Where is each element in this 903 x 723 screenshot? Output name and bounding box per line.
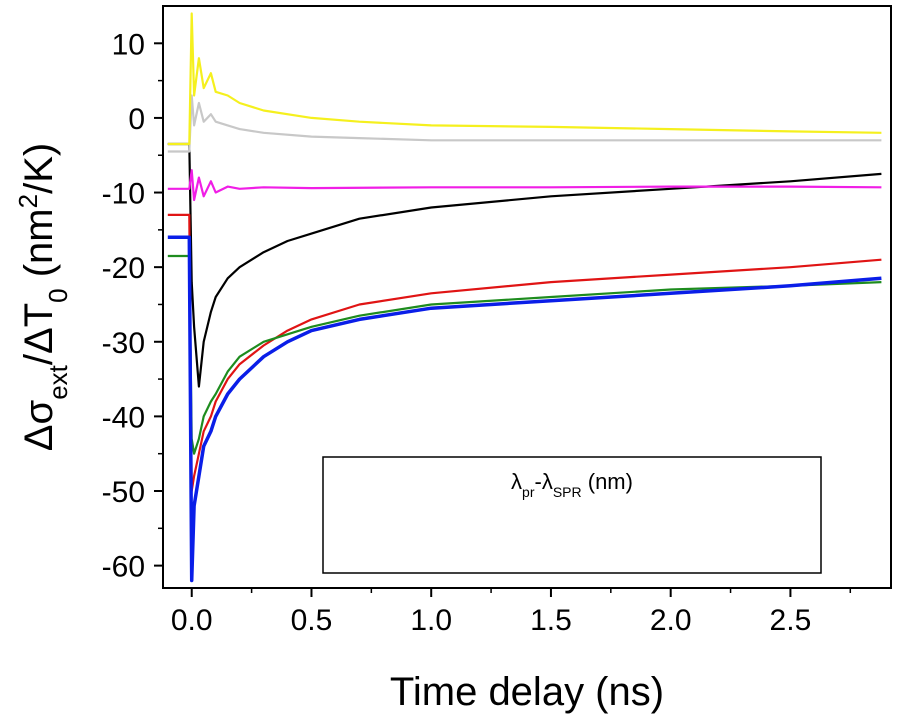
axis-ticks: 0.0 0.5 1.0 1.5 2.0 2.5 10 0 -10 -20 -30 -40 -50 -60 xyxy=(102,28,852,637)
series-line-40 xyxy=(167,12,882,146)
y-axis-title: Δσext/ΔT0 (nm2/K) xyxy=(13,143,73,451)
y-axis-title-mid: /ΔT xyxy=(17,303,61,365)
series-line-20 xyxy=(167,169,882,202)
y-tick-label: -50 xyxy=(102,476,145,509)
y-axis-title-unit-pre: (nm xyxy=(17,208,61,288)
y-tick-label: -10 xyxy=(102,178,145,211)
x-tick-label: 1.0 xyxy=(410,604,452,637)
y-axis-title-unit-post: /K) xyxy=(17,143,61,194)
y-tick-label: -40 xyxy=(102,401,145,434)
legend-title: λpr-λSPR (nm) xyxy=(511,469,633,500)
y-axis-title-sub1: ext xyxy=(43,364,73,399)
x-tick-label: 1.5 xyxy=(530,604,572,637)
series-line-30 xyxy=(167,94,882,153)
legend-title-sub2: SPR xyxy=(553,484,582,500)
y-tick-label: 10 xyxy=(112,28,145,61)
series-line--20 xyxy=(167,142,882,388)
legend-box xyxy=(322,456,822,574)
x-tick-label: 0.5 xyxy=(291,604,333,637)
x-tick-label: 2.0 xyxy=(650,604,692,637)
y-axis-title-sup: 2 xyxy=(13,194,43,208)
y-tick-label: -30 xyxy=(102,327,145,360)
legend-title-sub1: pr xyxy=(522,484,535,500)
x-tick-label: 2.5 xyxy=(770,604,812,637)
legend-title-main: λ xyxy=(511,469,522,494)
y-tick-label: -20 xyxy=(102,252,145,285)
y-axis-title-sub2: 0 xyxy=(43,288,73,302)
x-axis-title: Time delay (ns) xyxy=(390,670,664,714)
legend-title-mid: -λ xyxy=(535,469,553,494)
y-axis-title-main: Δσ xyxy=(17,399,61,451)
series-line-10 xyxy=(167,254,882,455)
x-tick-label: 0.0 xyxy=(171,604,213,637)
series-lines xyxy=(167,12,882,583)
y-tick-label: 0 xyxy=(128,103,145,136)
series-line--10 xyxy=(167,213,882,493)
legend-title-post: (nm) xyxy=(582,469,633,494)
plot-frame xyxy=(162,5,892,589)
y-tick-label: -60 xyxy=(102,551,145,584)
series-line-0 xyxy=(167,235,882,583)
